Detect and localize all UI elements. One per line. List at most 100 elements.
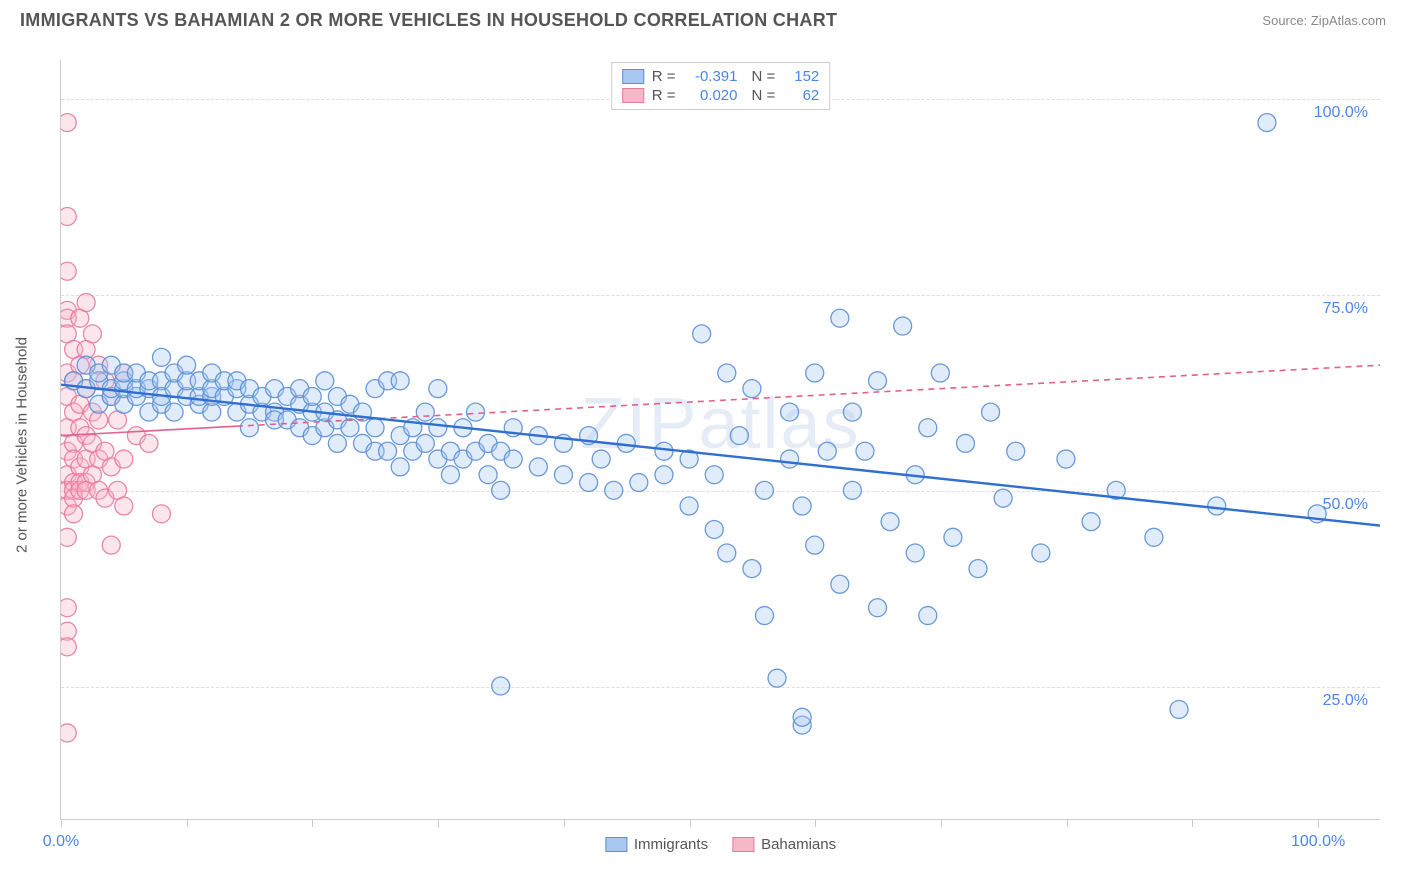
x-tick — [815, 819, 816, 827]
data-point — [818, 442, 836, 460]
data-point — [931, 364, 949, 382]
data-point — [730, 427, 748, 445]
legend-series-item: Bahamians — [732, 836, 836, 853]
legend-swatch — [605, 837, 627, 852]
data-point — [919, 419, 937, 437]
legend-n-label: N = — [752, 87, 776, 104]
data-point — [705, 466, 723, 484]
data-point — [806, 364, 824, 382]
data-point — [61, 114, 76, 132]
data-point — [328, 434, 346, 452]
data-point — [718, 544, 736, 562]
x-tick — [941, 819, 942, 827]
data-point — [479, 466, 497, 484]
data-point — [956, 434, 974, 452]
x-tick — [187, 819, 188, 827]
data-point — [61, 262, 76, 280]
legend-series-item: Immigrants — [605, 836, 708, 853]
data-point — [856, 442, 874, 460]
data-point — [467, 403, 485, 421]
trend-line — [249, 405, 1380, 526]
x-tick-label: 100.0% — [1291, 833, 1345, 851]
data-point — [994, 489, 1012, 507]
data-point — [969, 560, 987, 578]
data-point — [743, 380, 761, 398]
data-point — [630, 474, 648, 492]
data-point — [416, 434, 434, 452]
data-point — [843, 481, 861, 499]
data-point — [83, 325, 101, 343]
legend-correlation: R = -0.391 N = 152 R = 0.020 N = 62 — [611, 62, 831, 110]
data-point — [416, 403, 434, 421]
plot-area: ZIPatlas R = -0.391 N = 152 R = 0.020 N … — [60, 60, 1380, 820]
data-point — [919, 607, 937, 625]
data-point — [768, 669, 786, 687]
legend-swatch — [622, 69, 644, 84]
data-point — [869, 599, 887, 617]
source-label: Source: — [1262, 13, 1307, 28]
data-point — [303, 387, 321, 405]
data-point — [806, 536, 824, 554]
legend-correlation-row: R = 0.020 N = 62 — [622, 86, 820, 105]
x-tick — [61, 819, 62, 827]
legend-swatch — [732, 837, 754, 852]
chart-header: IMMIGRANTS VS BAHAMIAN 2 OR MORE VEHICLE… — [0, 0, 1406, 35]
data-point — [655, 442, 673, 460]
data-point — [944, 528, 962, 546]
x-tick — [690, 819, 691, 827]
x-tick — [438, 819, 439, 827]
data-point — [61, 599, 76, 617]
data-point — [1170, 700, 1188, 718]
data-point — [529, 458, 547, 476]
data-point — [429, 380, 447, 398]
data-point — [61, 528, 76, 546]
legend-swatch — [622, 88, 644, 103]
data-point — [743, 560, 761, 578]
legend-r-value: 0.020 — [684, 87, 738, 104]
data-point — [1258, 114, 1276, 132]
data-point — [831, 575, 849, 593]
data-point — [153, 348, 171, 366]
data-point — [379, 442, 397, 460]
legend-series-label: Bahamians — [761, 836, 836, 853]
data-point — [718, 364, 736, 382]
source-value: ZipAtlas.com — [1311, 13, 1386, 28]
x-tick — [312, 819, 313, 827]
x-tick — [564, 819, 565, 827]
data-point — [504, 450, 522, 468]
data-point — [429, 419, 447, 437]
data-point — [341, 419, 359, 437]
data-point — [831, 309, 849, 327]
data-point — [755, 481, 773, 499]
data-point — [492, 481, 510, 499]
data-point — [366, 419, 384, 437]
legend-series: Immigrants Bahamians — [605, 836, 836, 853]
data-point — [77, 294, 95, 312]
x-tick-label: 0.0% — [43, 833, 79, 851]
data-point — [843, 403, 861, 421]
data-point — [1082, 513, 1100, 531]
data-point — [693, 325, 711, 343]
legend-n-value: 62 — [783, 87, 819, 104]
legend-r-label: R = — [652, 68, 676, 85]
data-point — [316, 372, 334, 390]
legend-n-label: N = — [752, 68, 776, 85]
data-point — [894, 317, 912, 335]
y-axis-label: 2 or more Vehicles in Household — [14, 337, 31, 553]
data-point — [441, 466, 459, 484]
data-point — [869, 372, 887, 390]
data-point — [165, 403, 183, 421]
legend-series-label: Immigrants — [634, 836, 708, 853]
data-point — [115, 450, 133, 468]
data-point — [554, 466, 572, 484]
data-point — [881, 513, 899, 531]
source-attribution: Source: ZipAtlas.com — [1262, 13, 1386, 28]
legend-correlation-row: R = -0.391 N = 152 — [622, 67, 820, 86]
data-point — [61, 208, 76, 226]
data-point — [906, 544, 924, 562]
data-point — [755, 607, 773, 625]
data-point — [61, 724, 76, 742]
data-point — [580, 474, 598, 492]
data-point — [492, 677, 510, 695]
legend-r-label: R = — [652, 87, 676, 104]
